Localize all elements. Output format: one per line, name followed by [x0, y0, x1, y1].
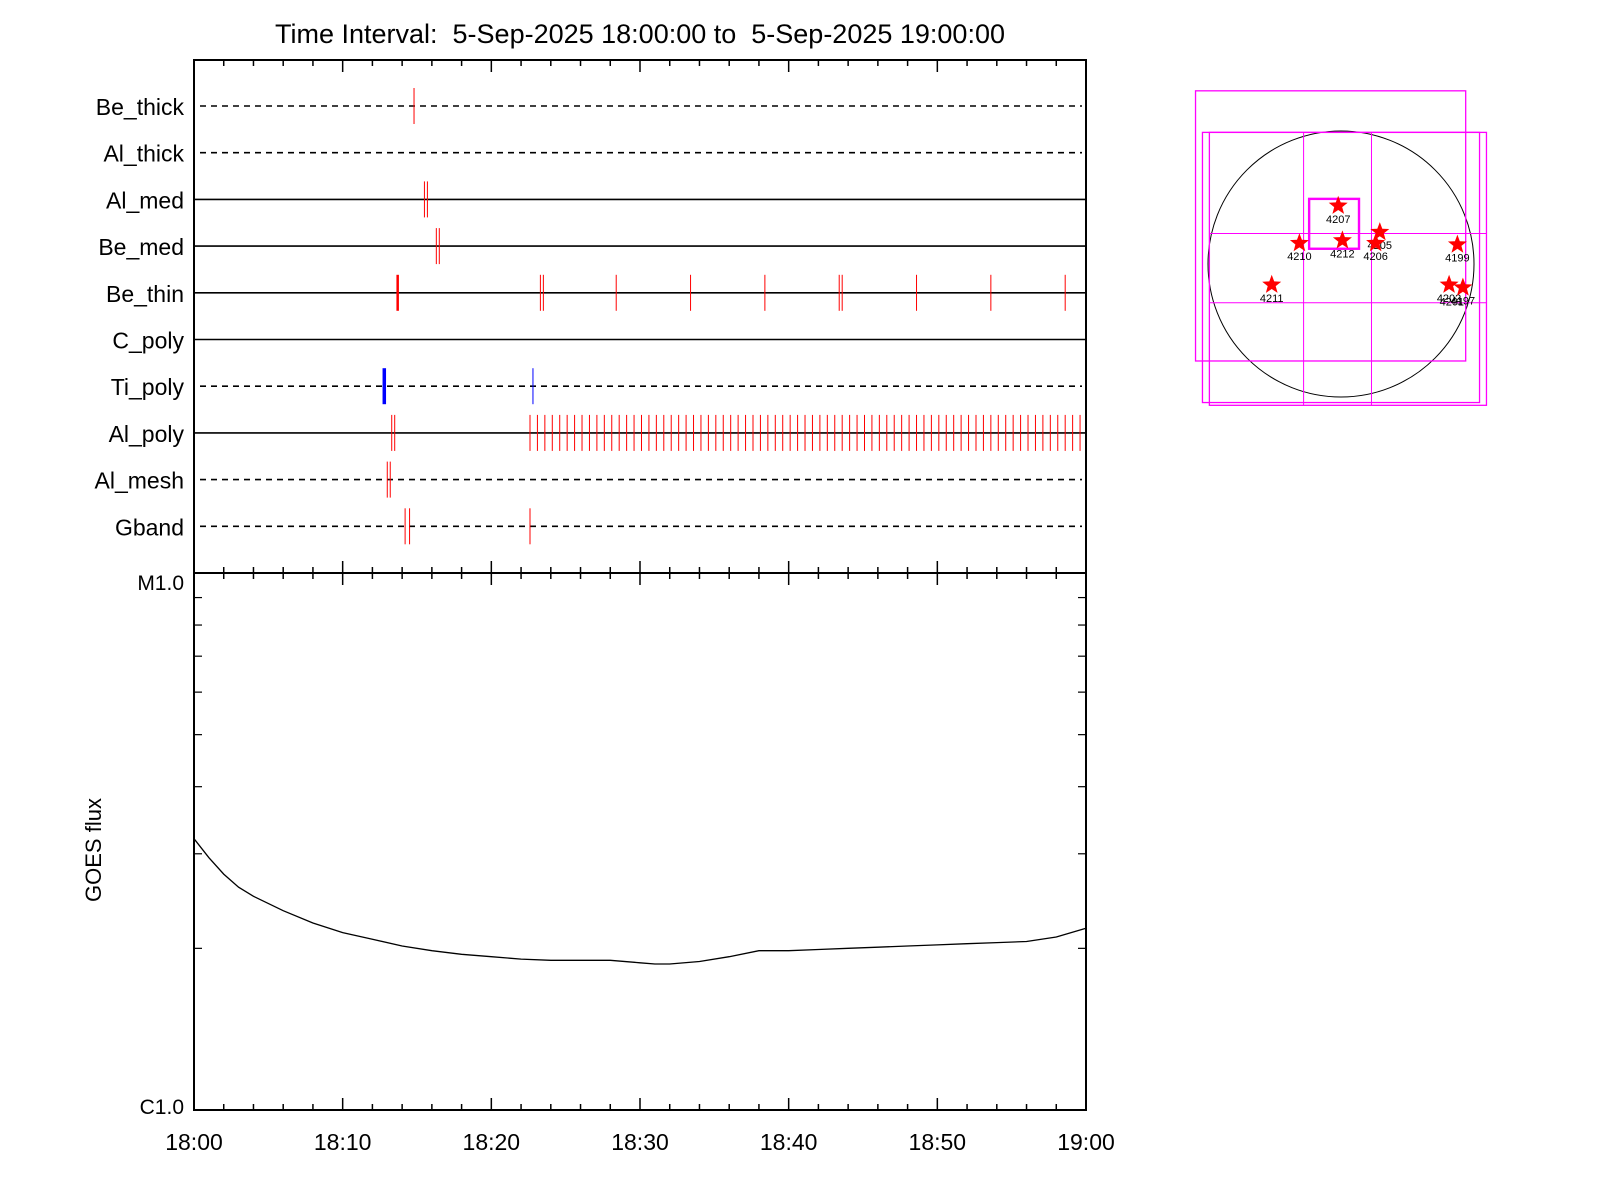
- flux-frame: [193, 572, 1087, 1111]
- fov-box: [1194, 90, 1467, 362]
- active-region-star: [1332, 230, 1352, 249]
- timeline-frame: [193, 59, 1087, 574]
- goes-flux-line: [193, 838, 1087, 965]
- x-tick-label: 19:00: [1057, 1129, 1115, 1155]
- active-region-label: 4202: [1437, 293, 1461, 305]
- x-tick-label: 18:30: [611, 1129, 669, 1155]
- active-region-label: 4211: [1260, 293, 1284, 305]
- target-box: [1307, 197, 1361, 250]
- active-region-star: [1262, 274, 1282, 293]
- active-region-label: 4201: [1440, 296, 1464, 308]
- active-region-label: 4207: [1326, 214, 1350, 226]
- row-label-c-poly: C_poly: [112, 328, 184, 354]
- row-label-al-thick: Al_thick: [103, 141, 184, 167]
- active-region-label: 4206: [1363, 251, 1387, 263]
- active-region-label: 4197: [1451, 296, 1475, 308]
- x-tick-label: 18:00: [165, 1129, 223, 1155]
- active-region-star: [1370, 222, 1390, 241]
- row-label-al-mesh: Al_mesh: [95, 468, 184, 494]
- goes-flux-panel: GOES flux 18:00 18:10 18:20 18:30 18:40 18:50…: [81, 561, 1115, 1155]
- x-tick-label: 18:50: [909, 1129, 967, 1155]
- active-region-star: [1447, 234, 1467, 253]
- x-tick-label: 18:20: [463, 1129, 521, 1155]
- active-region-star: [1453, 277, 1473, 296]
- detector-timeline-panel: Be_thick Al_thick Al_med Be_med Be_thin C_pol…: [95, 59, 1087, 574]
- active-region-star: [1439, 274, 1459, 293]
- active-region-star: [1366, 233, 1386, 252]
- x-tick-label: 18:40: [760, 1129, 818, 1155]
- row-label-gband: Gband: [115, 514, 184, 540]
- row-label-be-med: Be_med: [98, 234, 184, 260]
- active-region-star: [1289, 233, 1309, 252]
- row-label-be-thin: Be_thin: [106, 281, 184, 307]
- x-tick-label: 18:10: [314, 1129, 372, 1155]
- y-axis-label: GOES flux: [81, 798, 106, 902]
- fov-box: [1208, 131, 1488, 406]
- row-label-al-poly: Al_poly: [109, 421, 185, 447]
- solar-disk-map: 4207420542124206421041994211420241974201: [1194, 90, 1488, 406]
- chart-title: Time Interval: 5-Sep-2025 18:00:00 to 5-…: [275, 19, 1005, 49]
- y-tick-label: M1.0: [137, 572, 184, 595]
- active-region-label: 4210: [1287, 251, 1311, 263]
- row-label-be-thick: Be_thick: [96, 94, 185, 120]
- active-region-star: [1328, 195, 1348, 214]
- y-tick-label: C1.0: [140, 1096, 184, 1119]
- active-region-label: 4199: [1445, 253, 1469, 265]
- row-label-al-med: Al_med: [106, 187, 184, 213]
- active-region-label: 4212: [1330, 248, 1354, 260]
- row-label-ti-poly: Ti_poly: [111, 374, 185, 400]
- solar-limb: [1207, 130, 1475, 398]
